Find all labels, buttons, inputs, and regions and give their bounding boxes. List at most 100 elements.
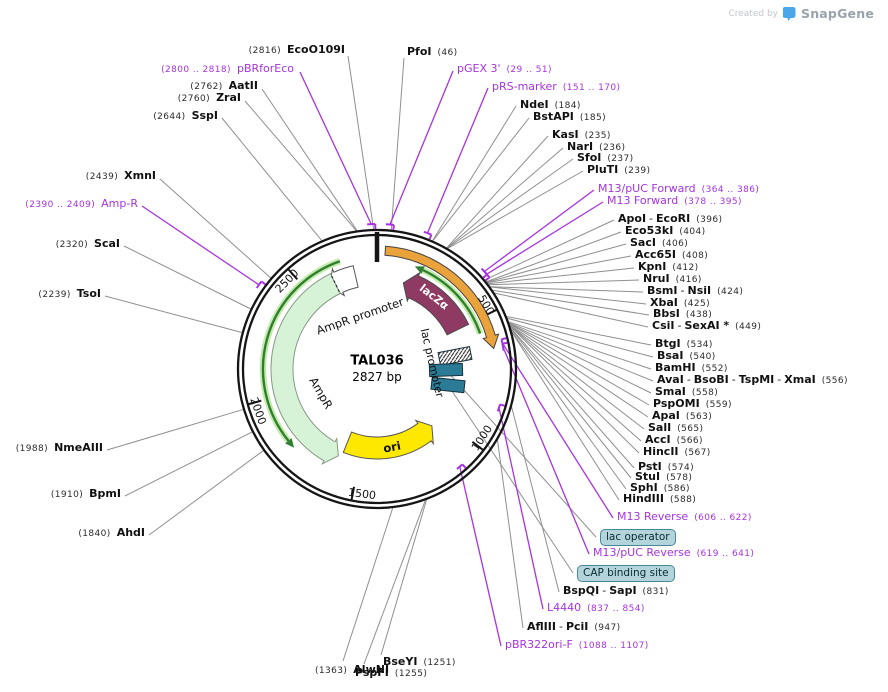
primer-label[interactable]: M13/pUC Forward (364 .. 386) bbox=[598, 182, 760, 195]
leader-line bbox=[124, 431, 253, 497]
enzyme-label[interactable]: BseYI (1251) bbox=[383, 655, 456, 668]
enzyme-label[interactable]: AccI (566) bbox=[645, 433, 703, 446]
watermark-created-by: Created by bbox=[728, 8, 778, 19]
leader-line bbox=[490, 286, 644, 293]
enzyme-label[interactable]: NarI (236) bbox=[567, 140, 626, 153]
enzyme-label[interactable]: KpnI (412) bbox=[638, 260, 699, 273]
feature-boundary-dash bbox=[330, 275, 340, 292]
enzyme-label[interactable]: Acc65I (408) bbox=[635, 248, 709, 261]
enzyme-label[interactable]: (1840) AhdI bbox=[78, 526, 145, 539]
feature-orange-orf[interactable] bbox=[384, 245, 500, 350]
feature-lac-operator-glyph[interactable] bbox=[428, 362, 464, 378]
primer-label[interactable]: M13/pUC Reverse (619 .. 641) bbox=[593, 546, 755, 559]
primer-label[interactable]: M13 Forward (378 .. 395) bbox=[607, 194, 742, 207]
enzyme-label[interactable]: PluTI (239) bbox=[587, 163, 651, 176]
enzyme-label[interactable]: XbaI (425) bbox=[650, 296, 711, 309]
enzyme-label[interactable]: BstAPI (185) bbox=[533, 110, 607, 123]
leader-line bbox=[492, 289, 650, 316]
enzyme-label[interactable]: (1910) BpmI bbox=[50, 487, 121, 500]
enzyme-label[interactable]: CsiI - SexAI * (449) bbox=[652, 319, 762, 332]
enzyme-label[interactable]: NdeI (184) bbox=[520, 98, 581, 111]
backbone-ring-outer[interactable] bbox=[236, 228, 518, 510]
enzyme-label[interactable]: (2239) TsoI bbox=[38, 287, 101, 300]
amp-r-label: AmpR bbox=[306, 374, 336, 412]
enzyme-label[interactable]: (2644) SspI bbox=[153, 109, 218, 122]
enzyme-label[interactable]: (2816) EcoO109I bbox=[248, 43, 345, 56]
enzyme-label[interactable]: BsaI (540) bbox=[657, 349, 716, 362]
enzyme-label[interactable]: BbsI (438) bbox=[653, 307, 713, 320]
primer-label[interactable]: pGEX 3' (29 .. 51) bbox=[457, 62, 552, 75]
enzyme-label[interactable]: PspOMI (559) bbox=[653, 397, 732, 410]
feature-left-direction-arrow[interactable] bbox=[261, 260, 341, 442]
enzyme-label[interactable]: NruI (416) bbox=[643, 272, 702, 285]
leader-line bbox=[459, 466, 502, 647]
primer-label[interactable]: (2390 .. 2409) Amp-R bbox=[25, 197, 138, 210]
leader-line bbox=[221, 117, 323, 241]
enzyme-label[interactable]: KasI (235) bbox=[552, 128, 611, 141]
leader-line bbox=[447, 384, 574, 574]
enzyme-label[interactable]: PstI (574) bbox=[638, 460, 694, 473]
feature-tag[interactable]: CAP binding site bbox=[577, 565, 675, 582]
leader-line bbox=[447, 170, 584, 249]
enzyme-label[interactable]: SalI (565) bbox=[648, 421, 704, 434]
enzyme-label[interactable]: SphI (586) bbox=[630, 481, 690, 494]
leader-line bbox=[509, 323, 652, 394]
leader-line bbox=[486, 243, 627, 283]
feature-lacz-alpha[interactable] bbox=[402, 271, 470, 336]
feature-right-direction-arrow[interactable] bbox=[422, 269, 482, 334]
leader-line bbox=[494, 292, 649, 328]
primer-site-mark[interactable] bbox=[423, 230, 432, 236]
enzyme-label[interactable]: PspFI (1255) bbox=[355, 666, 428, 679]
enzyme-label[interactable]: SfoI (237) bbox=[577, 151, 634, 164]
feature-tag-pill[interactable]: CAP binding site bbox=[577, 565, 675, 582]
feature-ori[interactable] bbox=[342, 419, 434, 460]
leader-line bbox=[510, 327, 635, 469]
feature-tag[interactable]: lac operator bbox=[600, 529, 676, 546]
leader-line bbox=[510, 329, 632, 479]
primer-site-mark[interactable] bbox=[255, 280, 263, 289]
enzyme-label[interactable]: SacI (406) bbox=[630, 236, 689, 249]
enzyme-label[interactable]: ApaI (563) bbox=[652, 409, 713, 422]
enzyme-label[interactable]: BsmI - NsiI (424) bbox=[647, 284, 744, 297]
primer-site-tick bbox=[392, 224, 395, 231]
enzyme-label[interactable]: HindIII (588) bbox=[623, 492, 697, 505]
enzyme-label[interactable]: (2760) ZraI bbox=[177, 91, 241, 104]
primer-site-mark[interactable] bbox=[385, 223, 395, 226]
enzyme-label[interactable]: BspQI - SapI (831) bbox=[563, 584, 669, 597]
primer-label[interactable]: (2800 .. 2818) pBRforEco bbox=[161, 62, 294, 75]
feature-cap-binding-site-glyph[interactable] bbox=[430, 376, 466, 394]
primer-site-mark[interactable] bbox=[501, 343, 505, 351]
feature-lac-promoter-glyph[interactable] bbox=[437, 345, 473, 367]
enzyme-label[interactable]: SmaI (558) bbox=[655, 385, 719, 398]
primer-label[interactable]: M13 Reverse (606 .. 622) bbox=[617, 510, 752, 523]
leader-line bbox=[446, 147, 564, 249]
enzyme-label[interactable]: AvaI - BsoBI - TspMI - XmaI (556) bbox=[657, 373, 848, 386]
enzyme-label[interactable]: (2762) AatII bbox=[190, 79, 258, 92]
enzyme-label[interactable]: BtgI (534) bbox=[655, 337, 713, 350]
leader-line bbox=[148, 450, 264, 536]
primer-label[interactable]: L4440 (837 .. 854) bbox=[547, 601, 645, 614]
enzyme-label[interactable]: ApoI - EcoRI (396) bbox=[618, 212, 723, 225]
enzyme-label[interactable]: (1363) AlwNI bbox=[314, 663, 390, 676]
enzyme-label[interactable]: BamHI (552) bbox=[655, 361, 728, 374]
enzyme-label[interactable]: Eco53kI (404) bbox=[625, 224, 706, 237]
enzyme-label[interactable]: (2439) XmnI bbox=[85, 169, 156, 182]
enzyme-label[interactable]: StuI (578) bbox=[635, 470, 693, 483]
leader-line bbox=[299, 71, 372, 225]
enzyme-label[interactable]: AflIII - PciI (947) bbox=[527, 620, 621, 633]
tick-label-1000: 1000 bbox=[469, 422, 496, 454]
enzyme-label[interactable]: (1988) NmeAIII bbox=[15, 441, 103, 454]
primer-label[interactable]: pRS-marker (151 .. 170) bbox=[492, 80, 621, 93]
primer-label[interactable]: pBR322ori-F (1088 .. 1107) bbox=[505, 638, 649, 651]
leader-line bbox=[497, 440, 524, 629]
leader-line bbox=[389, 70, 454, 225]
leader-line bbox=[508, 321, 652, 370]
feature-tag-pill[interactable]: lac operator bbox=[600, 529, 676, 546]
feature-amp-r-gene[interactable] bbox=[270, 273, 341, 466]
enzyme-label[interactable]: HincII (567) bbox=[643, 445, 711, 458]
enzyme-label[interactable]: PfoI (46) bbox=[407, 45, 458, 58]
position-tick bbox=[247, 399, 262, 406]
leader-line bbox=[490, 286, 647, 305]
enzyme-label[interactable]: (2320) ScaI bbox=[55, 237, 120, 250]
